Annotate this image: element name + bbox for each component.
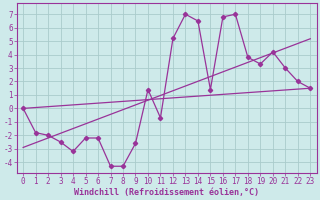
X-axis label: Windchill (Refroidissement éolien,°C): Windchill (Refroidissement éolien,°C) [74,188,259,197]
